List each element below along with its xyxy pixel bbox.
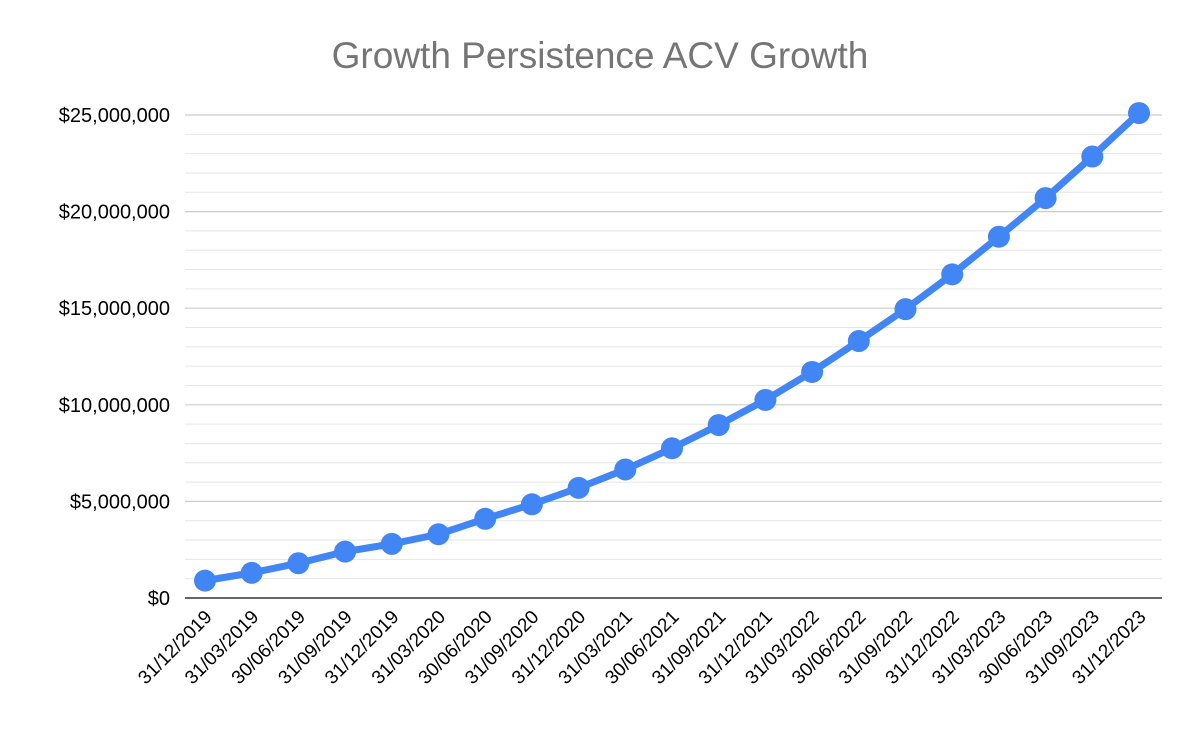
data-point bbox=[707, 414, 730, 437]
data-point bbox=[847, 330, 870, 353]
data-point bbox=[801, 360, 824, 383]
data-point bbox=[334, 540, 357, 563]
major-gridlines bbox=[185, 114, 1162, 502]
data-point bbox=[941, 263, 964, 286]
x-axis-tick-labels: 31/12/201931/03/201930/06/201931/09/2019… bbox=[134, 607, 1150, 689]
data-point bbox=[520, 493, 543, 516]
y-axis-tick-labels: $0 $5,000,000 $10,000,000 $15,000,000 $20,00… bbox=[59, 105, 170, 610]
data-point bbox=[287, 552, 310, 575]
data-point bbox=[194, 569, 216, 592]
data-point bbox=[1081, 145, 1104, 168]
data-point bbox=[614, 458, 637, 481]
y-tick-label: $20,000,000 bbox=[59, 202, 170, 224]
data-point bbox=[894, 298, 917, 321]
data-point bbox=[987, 225, 1010, 248]
data-point bbox=[427, 523, 450, 546]
y-tick-label: $5,000,000 bbox=[70, 491, 170, 513]
data-points bbox=[194, 102, 1150, 592]
y-tick-label: $15,000,000 bbox=[59, 298, 170, 320]
y-tick-label: $25,000,000 bbox=[59, 105, 170, 127]
data-point bbox=[380, 532, 403, 555]
data-point bbox=[567, 476, 590, 499]
minor-gridlines bbox=[185, 133, 1162, 580]
chart-title: Growth Persistence ACV Growth bbox=[332, 35, 869, 76]
data-point bbox=[240, 561, 263, 584]
data-point bbox=[1128, 102, 1150, 125]
data-point bbox=[661, 437, 683, 460]
data-point bbox=[474, 507, 497, 530]
data-point bbox=[1034, 187, 1057, 210]
y-tick-label: $0 bbox=[148, 588, 170, 610]
data-point bbox=[754, 388, 777, 411]
y-tick-label: $10,000,000 bbox=[59, 395, 170, 417]
